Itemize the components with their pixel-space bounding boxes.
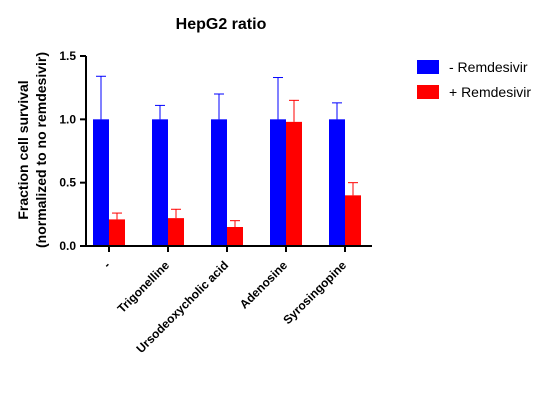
bar [345, 195, 361, 246]
bar [270, 119, 286, 246]
x-tick-label: Syrosingopine [280, 258, 349, 327]
bar [109, 219, 125, 246]
y-axis-title-line2: (normalized to no remdesivir) [33, 52, 49, 248]
bar [93, 119, 109, 246]
bar [329, 119, 345, 246]
bar [168, 218, 184, 246]
legend-label: + Remdesivir [449, 84, 531, 100]
plot-area: 0.00.51.01.5- TrigonellineUrsodeoxycholic… [59, 49, 372, 356]
x-tick-label: - [100, 258, 113, 271]
x-tick-label: Trigonelline [115, 258, 173, 316]
bar [286, 121, 302, 246]
y-axis-title-line1: Fraction cell survival [15, 80, 31, 219]
x-tick-label: Adenosine [237, 258, 291, 312]
bar [227, 227, 243, 246]
y-tick-label: 1.5 [59, 49, 76, 63]
legend-swatch [417, 85, 439, 99]
y-tick-label: 0.5 [59, 176, 76, 190]
y-tick-label: 0.0 [59, 239, 76, 253]
bar [211, 119, 227, 246]
legend: - Remdesivir + Remdesivir [417, 59, 531, 100]
bar [152, 119, 168, 246]
legend-swatch [417, 60, 439, 74]
y-axis-title: Fraction cell survival (normalized to no… [15, 52, 49, 248]
chart-title: HepG2 ratio [176, 16, 267, 33]
y-tick-label: 1.0 [59, 112, 76, 126]
legend-label: - Remdesivir [449, 59, 528, 75]
